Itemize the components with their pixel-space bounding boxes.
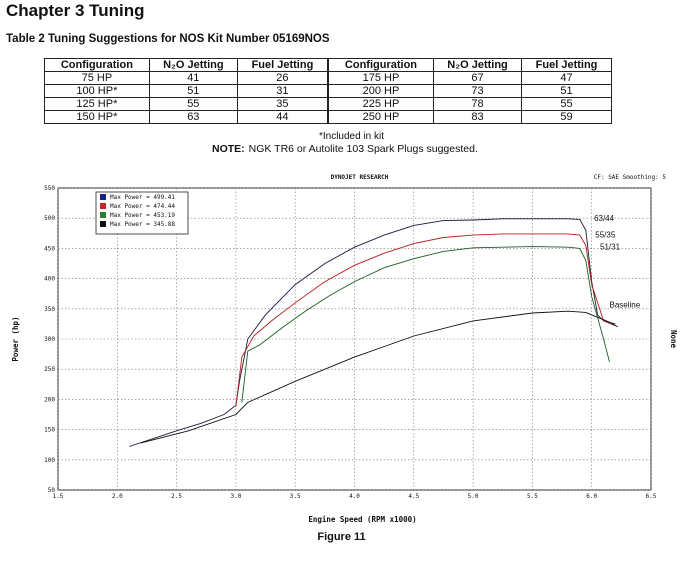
x-tick-label: 2.0: [112, 493, 123, 500]
table-cell: 225 HP: [326, 97, 434, 111]
legend-entry: Max Power = 453.19: [110, 212, 175, 219]
table-cell: 73: [432, 84, 523, 98]
table-cell: 125 HP*: [44, 97, 150, 111]
table-cell: 67: [432, 71, 523, 85]
table-cell: 63: [148, 110, 238, 124]
table-cell: 59: [521, 110, 612, 124]
table-cell: 35: [236, 97, 329, 111]
table-header-cell: N₂O Jetting: [432, 58, 523, 72]
dyno-power-chart: 1.5 2.0 2.5 3.0 3.5 4.0 4.5 5.0 5.5 6.0 6.5 50 100 15…: [11, 174, 678, 524]
legend-entry: Max Power = 499.41: [110, 194, 175, 201]
legend-swatch: [100, 221, 106, 227]
table-cell: 26: [236, 71, 329, 85]
table-row: 125 HP* 55 35 225 HP 78 55: [44, 97, 612, 111]
table-cell: 200 HP: [326, 84, 434, 98]
series-label: 51/31: [600, 243, 621, 252]
x-tick-label: 5.5: [527, 493, 538, 500]
y-tick-label: 100: [44, 457, 55, 464]
table-cell: 100 HP*: [44, 84, 150, 98]
table-cell: 250 HP: [326, 110, 434, 124]
right-axis-text: None: [669, 330, 678, 349]
y-tick-label: 550: [44, 185, 55, 192]
y-axis-label: Power (hp): [11, 316, 20, 361]
table-header-cell: N₂O Jetting: [148, 58, 238, 72]
x-tick-label: 4.5: [408, 493, 419, 500]
y-tick-label: 200: [44, 396, 55, 403]
table-header-cell: Configuration: [326, 58, 434, 72]
legend-entry: Max Power = 474.44: [110, 203, 175, 210]
tuning-table: Configuration N₂O Jetting Fuel Jetting C…: [44, 58, 612, 124]
y-tick-label: 250: [44, 366, 55, 373]
table-header-row: Configuration N₂O Jetting Fuel Jetting C…: [44, 58, 612, 72]
series-line: [140, 310, 619, 444]
series-label: 63/44: [594, 214, 615, 223]
series-line: [241, 246, 610, 403]
figure-caption: Figure 11: [317, 531, 366, 543]
x-tick-label: 4.0: [349, 493, 360, 500]
table-cell: 75 HP: [44, 71, 150, 85]
y-tick-label: 300: [44, 336, 55, 343]
legend-entry: Max Power = 345.88: [110, 221, 175, 228]
series-label: 55/35: [595, 231, 616, 240]
table-row: 75 HP 41 26 175 HP 67 47: [44, 71, 612, 85]
x-tick-label: 1.5: [53, 493, 64, 500]
table-header-cell: Configuration: [44, 58, 150, 72]
x-tick-label: 6.0: [586, 493, 597, 500]
series-line: [129, 218, 616, 447]
spark-plug-note: NOTE: NGK TR6 or Autolite 103 Spark Plugs…: [212, 143, 478, 155]
table-cell: 55: [148, 97, 238, 111]
x-tick-label: 3.0: [230, 493, 241, 500]
x-tick-label: 5.0: [468, 493, 479, 500]
y-tick-label: 50: [48, 487, 56, 494]
table-header-cell: Fuel Jetting: [521, 58, 612, 72]
series-label: Baseline: [609, 301, 640, 310]
table-cell: 55: [521, 97, 612, 111]
table-cell: 44: [236, 110, 329, 124]
x-axis-label: Engine Speed (RPM x1000): [308, 515, 416, 524]
note-text: NGK TR6 or Autolite 103 Spark Plugs sugg…: [248, 143, 478, 155]
table-caption: Table 2 Tuning Suggestions for NOS Kit N…: [6, 33, 330, 45]
chapter-title: Chapter 3 Tuning: [6, 1, 145, 20]
table-cell: 175 HP: [326, 71, 434, 85]
table-cell: 83: [432, 110, 523, 124]
table-cell: 31: [236, 84, 329, 98]
legend-swatch: [100, 212, 106, 218]
table-cell: 47: [521, 71, 612, 85]
table-footnote: *Included in kit: [0, 131, 683, 142]
note-label: NOTE:: [212, 143, 245, 155]
y-tick-label: 400: [44, 276, 55, 283]
x-tick-label: 2.5: [171, 493, 182, 500]
table-cell: 150 HP*: [44, 110, 150, 124]
chart-corner-text: CF: SAE Smoothing: 5: [594, 174, 667, 181]
y-tick-label: 450: [44, 245, 55, 252]
y-tick-label: 500: [44, 215, 55, 222]
x-tick-label: 6.5: [646, 493, 657, 500]
y-tick-label: 150: [44, 427, 55, 434]
legend-swatch: [100, 203, 106, 209]
legend-box: [95, 191, 189, 235]
series-line: [235, 233, 616, 407]
footnote-text: *Included in kit: [318, 131, 385, 142]
table-cell: 78: [432, 97, 523, 111]
legend-swatch: [100, 194, 106, 200]
table-header-cell: Fuel Jetting: [236, 58, 329, 72]
table-cell: 51: [148, 84, 238, 98]
table-row: 100 HP* 51 31 200 HP 73 51: [44, 84, 612, 98]
table-row: 150 HP* 63 44 250 HP 83 59: [44, 110, 612, 124]
table-cell: 41: [148, 71, 238, 85]
x-tick-label: 3.5: [290, 493, 301, 500]
y-tick-label: 350: [44, 306, 55, 313]
chart-title: DYNOJET RESEARCH: [331, 174, 389, 181]
table-cell: 51: [521, 84, 612, 98]
